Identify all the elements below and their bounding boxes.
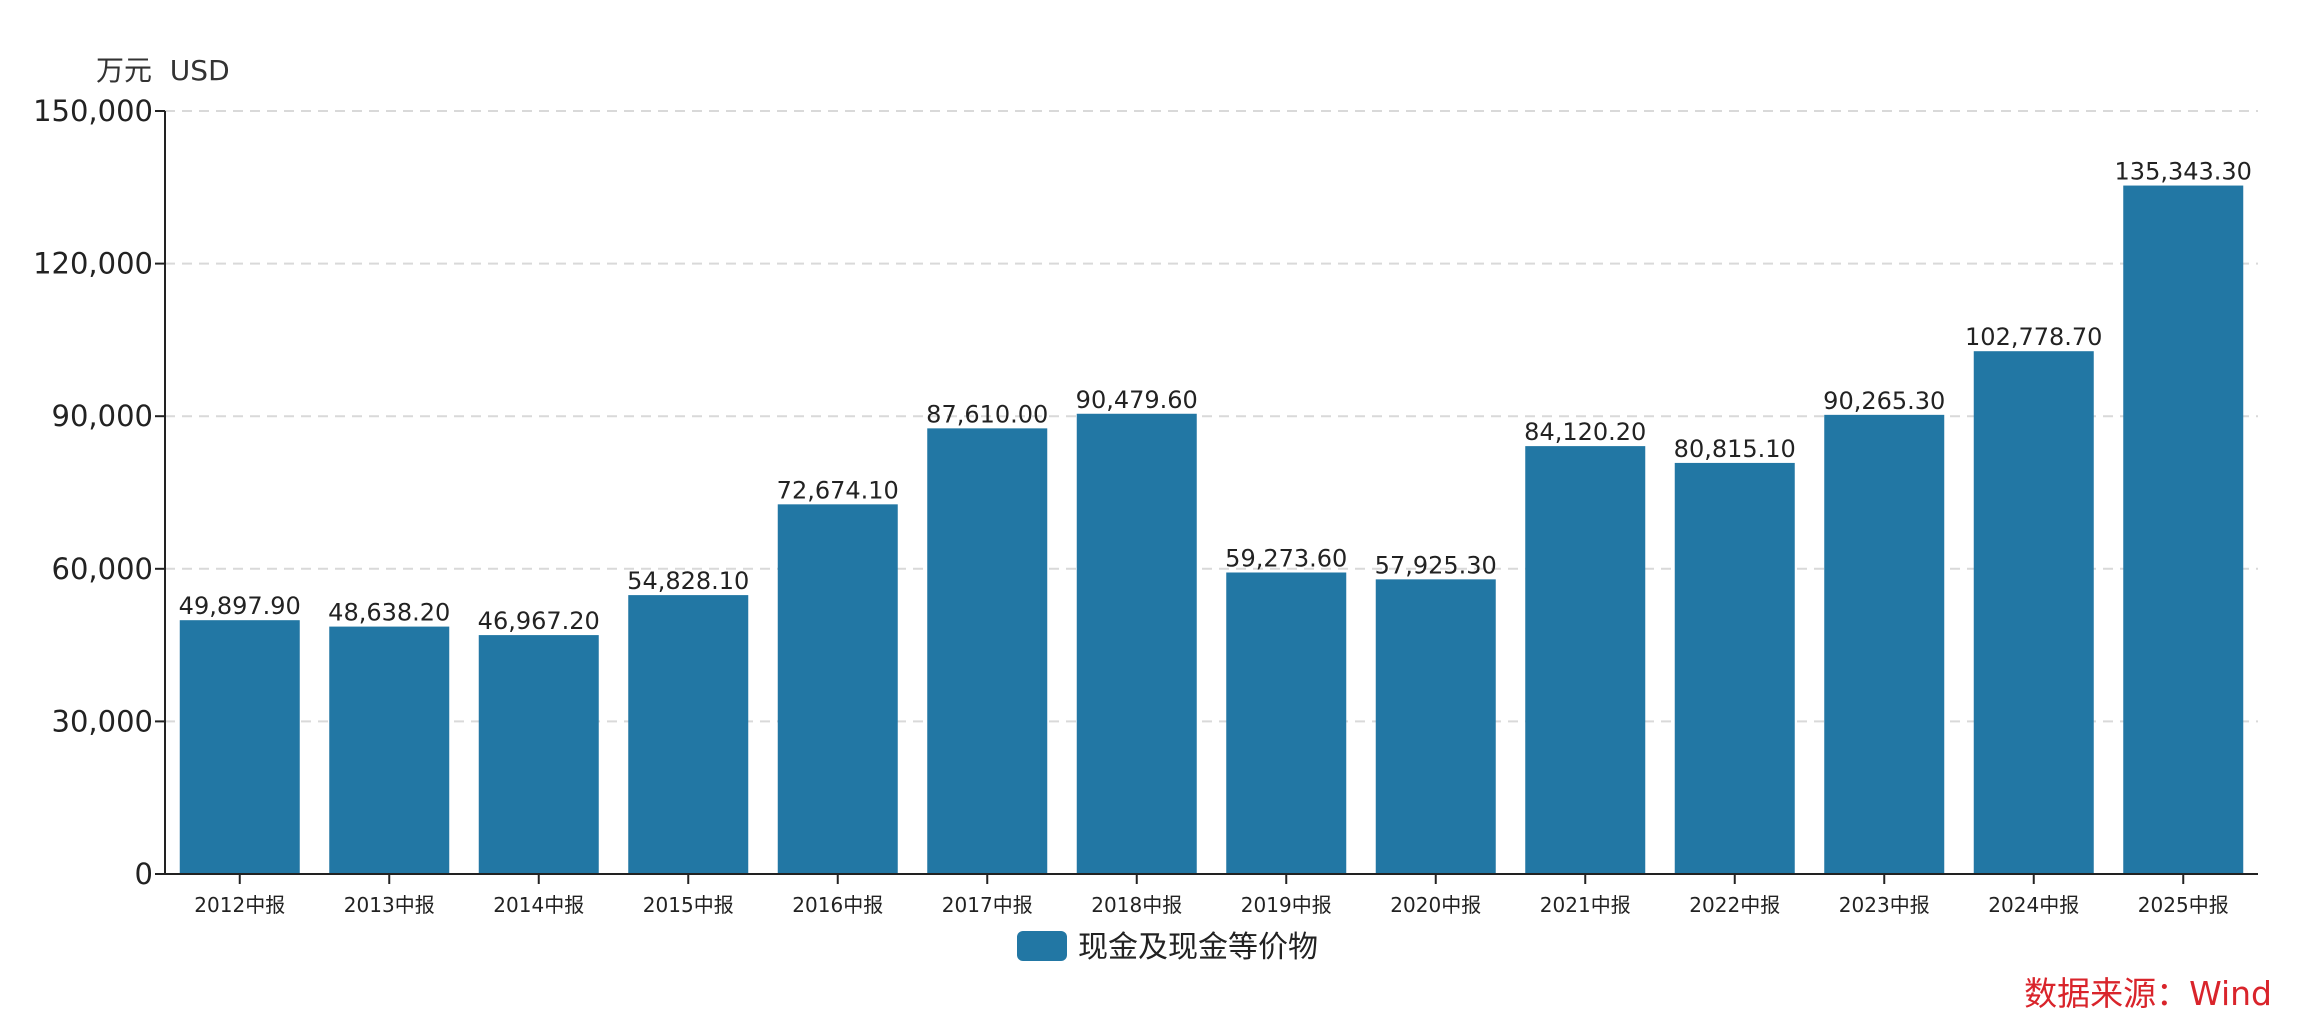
x-tick-label: 2020中报 [1390, 893, 1481, 917]
bar [777, 504, 898, 874]
data-source-label: 数据来源：Wind [2024, 974, 2272, 1013]
x-tick-label: 2022中报 [1689, 893, 1780, 917]
bar [1674, 462, 1795, 874]
x-tick-label: 2021中报 [1540, 893, 1631, 917]
y-axis-ticks: 0 30,000 60,000 90,000 120,000 150,000 [33, 94, 165, 891]
bar-value-label: 48,638.20 [328, 599, 450, 627]
bar-value-label: 90,265.30 [1823, 387, 1945, 415]
x-tick-label: 2014中报 [493, 893, 584, 917]
y-tick-label: 30,000 [52, 704, 153, 738]
bar [1824, 414, 1945, 874]
bar [1973, 351, 2094, 875]
bar-value-label: 72,674.10 [777, 476, 899, 504]
x-tick-label: 2016中报 [792, 893, 883, 917]
bar [179, 620, 300, 874]
bars [179, 185, 2244, 875]
bar-value-label: 57,925.30 [1375, 551, 1497, 579]
x-tick-label: 2012中报 [194, 893, 285, 917]
legend-label: 现金及现金等价物 [1078, 930, 1318, 965]
x-tick-label: 2019中报 [1241, 893, 1332, 917]
bar-value-label: 87,610.00 [926, 400, 1048, 428]
x-tick-label: 2025中报 [2138, 893, 2229, 917]
bar [1525, 446, 1646, 874]
bar-value-label: 54,828.10 [627, 567, 749, 595]
y-tick-label: 90,000 [52, 399, 153, 433]
bar-value-label: 59,273.60 [1225, 544, 1347, 572]
bar-value-label: 80,815.10 [1674, 435, 1796, 463]
bar [927, 428, 1048, 874]
bar-value-label: 90,479.60 [1076, 386, 1198, 414]
bar-value-label: 135,343.30 [2115, 158, 2252, 186]
x-tick-label: 2023中报 [1839, 893, 1930, 917]
bar [628, 595, 749, 874]
bar-value-label: 84,120.20 [1524, 418, 1646, 446]
bar [1226, 572, 1347, 874]
bar-value-label: 102,778.70 [1965, 323, 2102, 351]
bar [1375, 579, 1496, 874]
x-tick-label: 2013中报 [344, 893, 435, 917]
legend: 现金及现金等价物 [1017, 930, 1318, 965]
data-labels: 49,897.90 48,638.20 46,967.20 54,828.10 72,6… [179, 158, 2252, 636]
x-tick-label: 2018中报 [1091, 893, 1182, 917]
y-tick-label: 120,000 [33, 247, 153, 281]
bar-value-label: 46,967.20 [478, 607, 600, 635]
y-axis-unit-label: 万元 USD [96, 54, 230, 87]
y-tick-label: 60,000 [52, 552, 153, 586]
y-tick-label: 0 [135, 857, 153, 891]
bar [478, 635, 599, 874]
bar [2123, 185, 2244, 875]
x-tick-label: 2017中报 [942, 893, 1033, 917]
bar [1076, 413, 1197, 874]
x-axis-ticks: 2012中报 2013中报 2014中报 2015中报 2016中报 2017中报 2018… [194, 874, 2229, 917]
x-tick-label: 2015中报 [643, 893, 734, 917]
legend-swatch [1017, 931, 1067, 961]
x-tick-label: 2024中报 [1988, 893, 2079, 917]
axes [164, 111, 2258, 875]
bar-value-label: 49,897.90 [179, 592, 301, 620]
y-tick-label: 150,000 [33, 94, 153, 128]
bar [329, 626, 450, 874]
